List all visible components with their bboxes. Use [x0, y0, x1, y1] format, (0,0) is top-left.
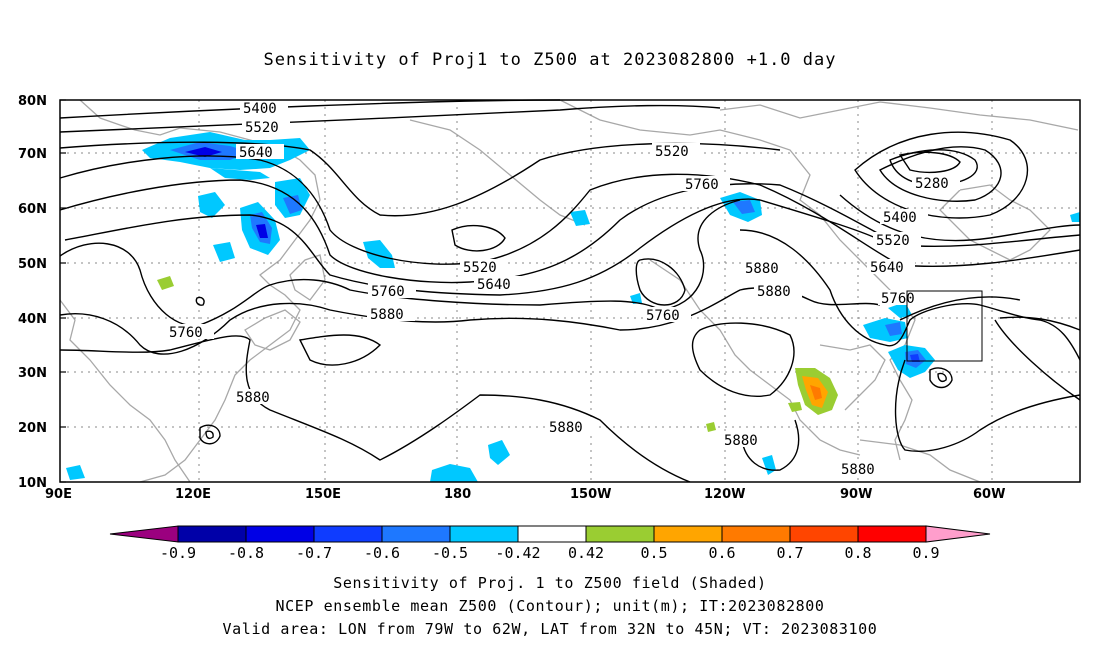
- colorbar-label: 0.6: [708, 544, 735, 562]
- colorbar: -0.9 -0.8 -0.7 -0.6 -0.5 -0.42 0.42 0.5 0.6 0.7 0.…: [109, 525, 991, 562]
- colorbar-label: 0.42: [568, 544, 604, 562]
- colorbar-swatch: [517, 525, 587, 543]
- colorbar-label: 0.9: [912, 544, 939, 562]
- contour-label: 5880: [841, 462, 875, 478]
- contour-label: 5520: [463, 260, 497, 276]
- contour-label: 5280: [915, 176, 949, 192]
- lat-tick: 60N: [18, 202, 47, 217]
- lon-tick: 180: [444, 487, 471, 502]
- lat-tick: 10N: [18, 476, 47, 491]
- colorbar-label: -0.8: [228, 544, 264, 562]
- lon-tick: 120W: [704, 487, 745, 502]
- lat-tick: 40N: [18, 312, 47, 327]
- lat-tick: 20N: [18, 421, 47, 436]
- contour-label: 5880: [724, 433, 758, 449]
- contour-label: 5520: [876, 233, 910, 249]
- colorbar-swatch: [177, 525, 247, 543]
- contour-label: 5640: [239, 145, 273, 161]
- contour-label: 5880: [549, 420, 583, 436]
- contour-labels: 5400 5520 5640 5520 5760 5280 5400 5520 …: [166, 100, 960, 478]
- coastlines: [59, 99, 1079, 483]
- lat-axis: [60, 99, 66, 483]
- footer-line-3: Valid area: LON from 79W to 62W, LAT fro…: [222, 620, 878, 638]
- footer-line-1: Sensitivity of Proj. 1 to Z500 field (Sh…: [333, 574, 767, 592]
- map-title: Sensitivity of Proj1 to Z500 at 20230828…: [263, 50, 837, 70]
- lat-tick: 50N: [18, 257, 47, 272]
- colorbar-label: -0.42: [495, 544, 540, 562]
- lon-tick: 120E: [175, 487, 211, 502]
- contour-label: 5760: [881, 291, 915, 307]
- lon-tick: 60W: [973, 487, 1005, 502]
- valid-area-box: [906, 290, 983, 362]
- colorbar-swatch: [313, 525, 383, 543]
- contour-label: 5760: [371, 284, 405, 300]
- colorbar-swatch: [857, 525, 927, 543]
- contour-label: 5880: [370, 307, 404, 323]
- contour-label: 5880: [236, 390, 270, 406]
- colorbar-swatch: [245, 525, 315, 543]
- contour-label: 5400: [243, 101, 277, 117]
- lon-tick: 90W: [840, 487, 872, 502]
- colorbar-swatch: [449, 525, 519, 543]
- contour-label: 5880: [757, 284, 791, 300]
- lon-tick: 150E: [305, 487, 341, 502]
- contour-label: 5640: [870, 260, 904, 276]
- contour-label: 5400: [883, 210, 917, 226]
- contour-label: 5760: [685, 177, 719, 193]
- lon-tick: 90E: [45, 487, 72, 502]
- contour-label: 5760: [169, 325, 203, 341]
- lat-tick: 80N: [18, 94, 47, 109]
- contour-label: 5760: [646, 308, 680, 324]
- colorbar-label: -0.6: [364, 544, 400, 562]
- contour-label: 5520: [655, 144, 689, 160]
- map-frame: [59, 99, 1081, 483]
- contour-label: 5520: [245, 120, 279, 136]
- colorbar-high-triangle: [925, 525, 991, 543]
- contour-label: 5880: [745, 261, 779, 277]
- lon-tick: 150W: [570, 487, 611, 502]
- colorbar-label: 0.8: [844, 544, 871, 562]
- colorbar-label: -0.9: [160, 544, 196, 562]
- colorbar-swatch: [381, 525, 451, 543]
- colorbar-swatch: [721, 525, 791, 543]
- colorbar-swatch: [653, 525, 723, 543]
- colorbar-label: 0.5: [640, 544, 667, 562]
- colorbar-swatch: [789, 525, 859, 543]
- lat-tick: 30N: [18, 366, 47, 381]
- colorbar-low-triangle: [109, 525, 179, 543]
- colorbar-label: -0.7: [296, 544, 332, 562]
- footer-line-2: NCEP ensemble mean Z500 (Contour); unit(…: [275, 597, 825, 615]
- contour-label: 5640: [477, 277, 511, 293]
- colorbar-label: -0.5: [432, 544, 468, 562]
- colorbar-swatch: [585, 525, 655, 543]
- lat-tick: 70N: [18, 147, 47, 162]
- colorbar-label: 0.7: [776, 544, 803, 562]
